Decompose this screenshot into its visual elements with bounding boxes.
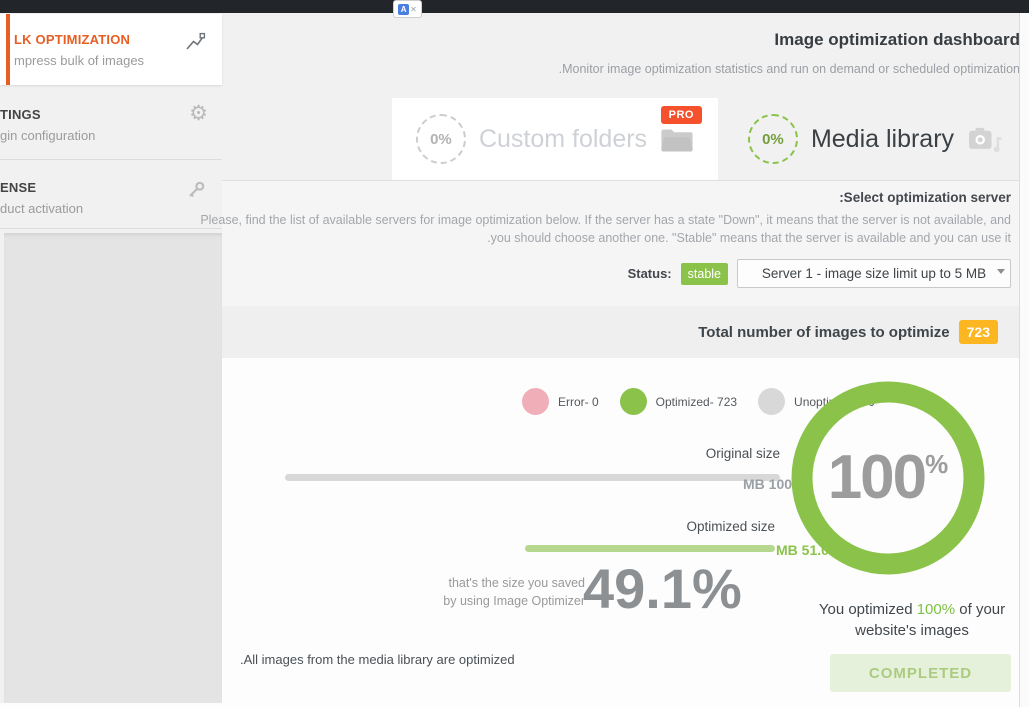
optimized-note: You optimized 100% of your website's ima… xyxy=(800,599,1024,641)
donut-percent-number: 100 xyxy=(827,443,927,512)
optimized-size-label: Optimized size xyxy=(686,519,775,534)
media-library-percent-circle: 0% xyxy=(747,114,798,164)
sidebar-bottom-strip xyxy=(0,703,222,707)
translate-glyph-icon: A xyxy=(398,3,410,15)
saved-caption-line2: by using Image Optimizer xyxy=(443,594,585,608)
media-icon xyxy=(969,127,1002,152)
progress-donut-ring xyxy=(791,381,985,575)
optimized-note-after: of your website's images xyxy=(855,601,1006,639)
server-select[interactable]: Server 1 - image size limit up to 5 MB xyxy=(737,259,1011,288)
server-selection-panel: :Select optimization server Please, find… xyxy=(200,180,1021,307)
admin-top-bar xyxy=(0,0,1029,13)
sidebar-item-license[interactable]: ENSE duct activation xyxy=(0,160,222,228)
sidebar-item-subtitle: mpress bulk of images xyxy=(14,53,145,68)
completed-button[interactable]: COMPLETED xyxy=(830,654,1011,692)
translate-close-icon: ✕ xyxy=(410,4,417,14)
active-item-accent xyxy=(6,14,10,85)
media-library-percent: 0% xyxy=(762,130,784,148)
tab-custom-folders-label: Custom folders xyxy=(478,124,648,153)
gear-icon: ⚙ xyxy=(189,102,208,125)
page-title: Image optimization dashboard xyxy=(774,30,1020,49)
sidebar-divider xyxy=(0,228,222,229)
donut-percent-sign: % xyxy=(925,448,949,479)
sidebar-item-subtitle: gin configuration xyxy=(0,128,96,143)
chart-icon xyxy=(186,32,206,50)
tab-media-library[interactable]: 0% Media library xyxy=(730,98,1021,180)
sidebar-item-title: LK OPTIMIZATION xyxy=(14,32,131,47)
total-images-band: Total number of images to optimize 723 xyxy=(222,306,1021,358)
custom-folders-percent: 0% xyxy=(430,130,452,148)
legend-item-error: Error- 0 xyxy=(522,388,599,415)
error-dot-icon xyxy=(522,388,549,415)
sidebar-lower-panel xyxy=(4,233,222,704)
right-edge-strip xyxy=(1019,13,1029,707)
server-description-line2: .you should choose another one. "Stable"… xyxy=(487,231,1011,245)
donut-percent-text: 100 % xyxy=(786,376,990,580)
server-select-value: Server 1 - image size limit up to 5 MB xyxy=(761,266,987,281)
sidebar-item-title: TINGS xyxy=(0,107,41,122)
status-badge: stable xyxy=(680,262,728,285)
custom-folders-percent-circle: 0% xyxy=(415,114,466,164)
server-section-heading: :Select optimization server xyxy=(839,190,1011,205)
translate-icon[interactable]: A ✕ xyxy=(393,0,422,18)
sidebar-item-bulk-optimization[interactable]: LK OPTIMIZATION mpress bulk of images xyxy=(0,14,222,85)
original-size-bar xyxy=(285,474,780,481)
dropdown-caret-icon xyxy=(997,269,1005,274)
legend-label: Error- 0 xyxy=(558,394,599,409)
tab-custom-folders[interactable]: 0% Custom folders PRO xyxy=(392,98,718,180)
legend-item-optimized: Optimized- 723 xyxy=(619,388,738,415)
sidebar-divider xyxy=(0,159,222,160)
optimized-size-value: MB 51.0 xyxy=(776,542,829,558)
sidebar-item-settings[interactable]: TINGS gin configuration ⚙ xyxy=(0,85,222,159)
optimization-stats-area: Error- 0 Optimized- 723 Unoptimized- 0 O… xyxy=(222,358,1021,707)
optimized-note-before: You optimized xyxy=(818,601,917,618)
saved-caption: that's the size you saved by using Image… xyxy=(443,574,585,610)
original-size-label: Original size xyxy=(705,446,780,461)
unoptimized-dot-icon xyxy=(758,388,786,415)
folder-icon xyxy=(661,128,693,152)
sidebar: LK OPTIMIZATION mpress bulk of images TI… xyxy=(0,13,222,707)
total-images-label: Total number of images to optimize xyxy=(698,323,950,341)
tab-media-library-label: Media library xyxy=(810,124,955,153)
saved-caption-line1: that's the size you saved xyxy=(448,576,586,590)
server-description-line1: Please, find the list of available serve… xyxy=(200,213,1011,227)
optimized-dot-icon xyxy=(619,388,647,415)
total-images-count-badge: 723 xyxy=(958,320,998,344)
optimized-note-highlight: 100% xyxy=(916,601,956,618)
saved-percent-value: 49.1% xyxy=(583,557,742,620)
status-label: Status: xyxy=(627,266,672,281)
all-optimized-note: .All images from the media library are o… xyxy=(240,652,515,667)
key-icon xyxy=(189,181,205,198)
optimized-size-bar xyxy=(525,545,775,552)
legend-label: Optimized- 723 xyxy=(655,394,738,409)
pro-badge: PRO xyxy=(660,106,702,124)
page-subtitle: .Monitor image optimization statistics a… xyxy=(558,62,1020,76)
sidebar-item-title: ENSE xyxy=(0,180,37,195)
sidebar-item-subtitle: duct activation xyxy=(0,201,84,216)
